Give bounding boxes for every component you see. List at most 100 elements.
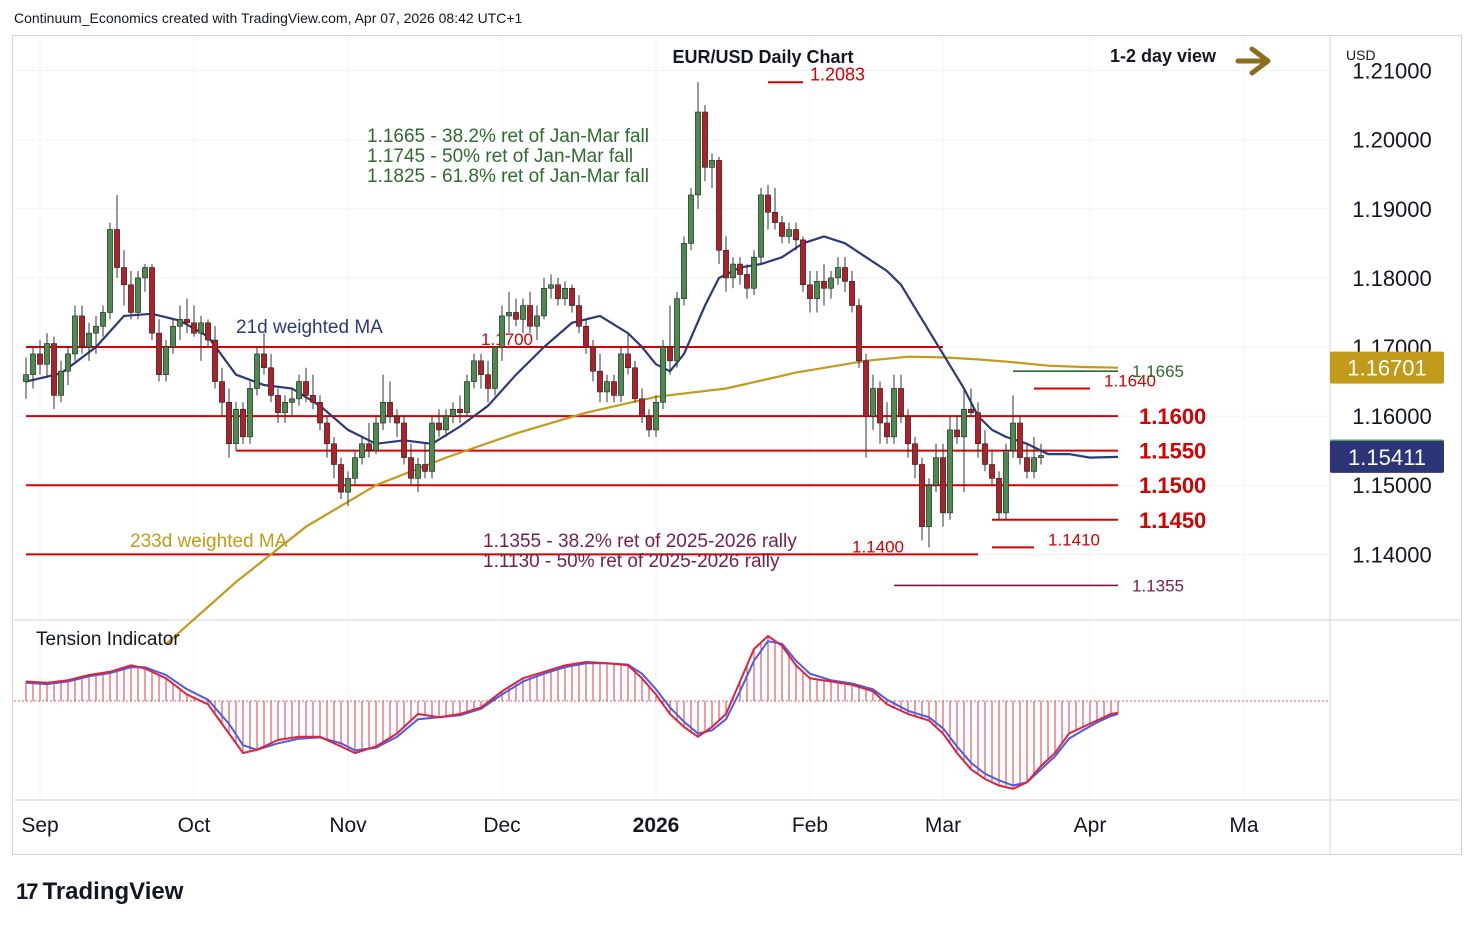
candle-body [975,412,981,445]
candle-body [359,443,365,458]
candle-body [709,160,715,168]
x-tick-label: Apr [1074,814,1107,837]
candle-body [905,415,911,445]
candle-body [233,408,239,445]
candle-body [576,305,582,327]
candle-body [513,312,519,320]
candle-body [436,422,442,431]
candle-body [751,256,757,289]
level-label-1.1600: 1.1600 [1139,404,1206,429]
candle-body [226,401,232,445]
x-tick-label: Dec [483,814,520,837]
level-label-1.1400: 1.1400 [852,537,904,556]
x-tick-label: Mar [925,814,961,837]
level-label-1.1500: 1.1500 [1139,473,1206,498]
candle-body [135,277,141,313]
candle-body [548,284,554,289]
candle-body [373,422,379,451]
y-tick-label: 1.14000 [1352,542,1432,567]
candle-body [380,401,386,424]
candle-body [646,415,652,431]
tradingview-logo[interactable]: 17 TradingView [16,878,183,906]
candle-body [842,267,848,282]
candle-body [86,332,92,348]
level-label-1.1640: 1.1640 [1104,371,1156,390]
candle-body [324,422,330,445]
candle-body [625,353,631,369]
candle-body [632,367,638,400]
candle-body [177,319,183,327]
candle-body [408,457,414,479]
candle-body [149,267,155,334]
candle-body [723,249,729,279]
candle-body [331,443,337,465]
candle-body [961,408,967,438]
candle-body [79,315,85,348]
candle-body [898,388,904,417]
candle-body [296,381,302,400]
x-tick-label: 2026 [633,814,680,837]
candle-body [800,239,806,286]
candle-body [856,305,862,362]
fib-annotation-purple: 1.1355 - 38.2% ret of 2025-2026 rally [483,531,797,552]
candle-body [310,395,316,403]
candle-body [779,222,785,237]
candle-body [940,457,946,514]
candle-body [212,339,218,382]
candle-body [716,160,722,251]
candle-body [121,267,127,286]
candle-body [51,343,57,396]
x-tick-label: Feb [792,814,828,837]
candle-body [107,229,113,313]
candle-body [590,346,596,372]
tradingview-logo-mark-icon: 17 [16,879,39,904]
candle-body [954,429,960,438]
candle-body [520,305,526,320]
candle-body [492,346,498,389]
candle-body [821,281,827,289]
candle-body [863,360,869,417]
candle-body [1031,457,1037,472]
candle-body [478,360,484,375]
price-label-text: 1.16701 [1347,356,1427,381]
candle-body [415,464,421,479]
candle-body [65,353,71,372]
candle-body [926,484,932,527]
candle-body [23,374,29,382]
candle-body [534,315,540,327]
price-label-box [1330,351,1444,384]
candle-body [100,312,106,327]
candle-body [443,415,449,431]
candle-body [919,464,925,527]
chart-attribution: Continuum_Economics created with Trading… [14,10,523,26]
candle-body [758,194,764,258]
candle-body [772,211,778,223]
candle-body [191,322,197,334]
candle-body [828,277,834,289]
candle-body [142,267,148,279]
ma233-line [165,355,1119,646]
fib-annotation-green: 1.1825 - 61.8% ret of Jan-Mar fall [367,166,649,187]
candle-body [401,422,407,458]
candle-body [527,305,533,327]
candle-body [786,229,792,237]
candle-body [37,353,43,365]
candle-body [583,325,589,348]
price-label-box [1330,440,1444,473]
tradingview-logo-text: TradingView [42,878,184,905]
level-label-1.2083: 1.2083 [810,64,865,84]
candle-body [660,346,666,403]
candle-body [450,408,456,417]
candle-body [170,325,176,348]
candle-body [681,243,687,299]
candle-body [261,353,267,369]
ma21-label: 21d weighted MA [236,317,383,338]
candle-body [58,370,64,396]
candle-body [506,312,512,317]
candle-body [282,401,288,413]
candle-body [1038,455,1044,458]
candle-body [765,194,771,213]
candle-body [912,443,918,465]
fib-annotation-purple: 1.1130 - 50% ret of 2025-2026 rally [483,551,780,572]
